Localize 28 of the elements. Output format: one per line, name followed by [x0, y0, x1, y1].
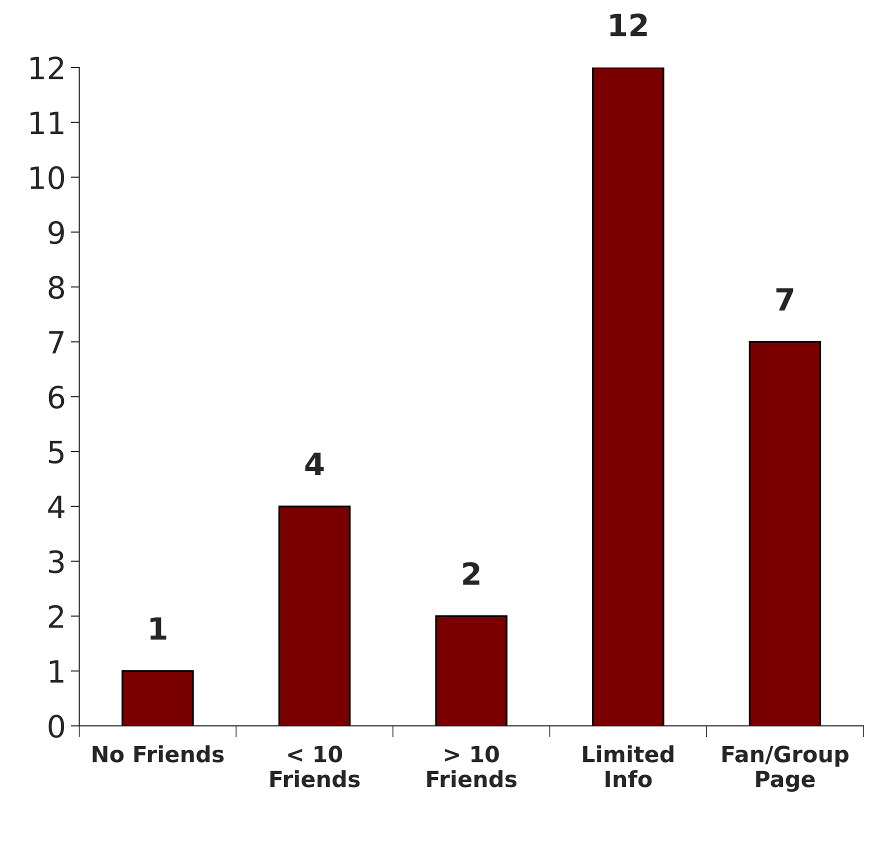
y-tick-label: 8 [48, 276, 64, 300]
y-tick-label: 0 [48, 714, 64, 738]
y-tick-label: 3 [48, 550, 64, 574]
x-tick-label: > 10 Friends [427, 746, 516, 788]
y-tick-label: 11 [30, 112, 64, 134]
data-label: 12 [610, 13, 647, 36]
y-tick-label: 12 [30, 56, 64, 80]
y-tick-label: 1 [50, 660, 64, 683]
bar [278, 506, 351, 726]
y-tick-label: 9 [48, 221, 64, 244]
y-tick-label: 10 [30, 166, 64, 190]
bar [592, 68, 664, 726]
y-tick-label: 4 [48, 496, 64, 518]
data-label: 2 [463, 562, 480, 585]
x-tick-label: Limited Info [583, 745, 674, 788]
bar [748, 340, 822, 726]
y-tick-label: 2 [48, 605, 64, 628]
bar [122, 670, 194, 726]
bar [435, 615, 508, 726]
data-label: 4 [305, 452, 324, 476]
data-label: 1 [150, 617, 166, 640]
data-label: 7 [776, 288, 794, 310]
y-tick-label: 6 [48, 386, 64, 409]
x-tick-label: < 10 Friends [270, 746, 360, 788]
x-tick-label: No Friends [92, 745, 224, 762]
x-tick-label: Fan/Group Page [722, 746, 848, 792]
y-tick-label: 7 [49, 331, 64, 354]
y-tick-label: 5 [49, 440, 64, 464]
